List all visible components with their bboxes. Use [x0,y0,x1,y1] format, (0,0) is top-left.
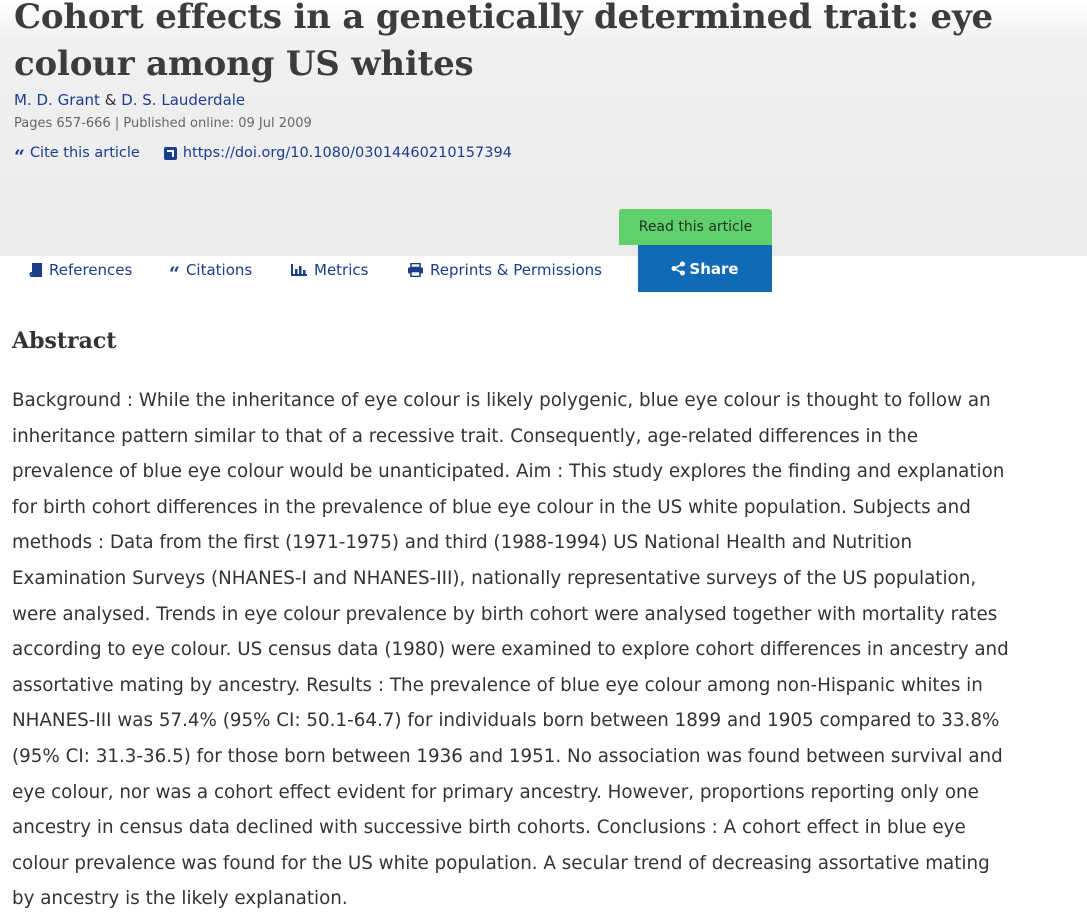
doi-link[interactable]: https://doi.org/10.1080/0301446021015739… [163,145,512,161]
article-title: Cohort effects in a genetically determin… [14,0,993,84]
tab-references[interactable]: References [29,256,132,284]
share-icon [671,261,686,276]
doi-link-label: https://doi.org/10.1080/0301446021015739… [182,145,512,161]
author-list: M. D. Grant & D. S. Lauderdale [14,91,245,109]
book-icon [29,263,43,277]
tab-citations[interactable]: “ Citations [169,256,252,284]
cite-article-link[interactable]: “ Cite this article [14,145,140,168]
author-link[interactable]: D. S. Lauderdale [121,91,246,109]
tab-metrics-label: Metrics [314,261,369,279]
quote-icon: “ [14,146,25,168]
author-link[interactable]: M. D. Grant [14,91,100,109]
tab-reprints-permissions[interactable]: Reprints & Permissions [407,256,602,284]
read-article-button[interactable]: Read this article [619,209,772,245]
printer-icon [407,263,424,277]
author-separator: & [104,91,117,109]
share-button-label: Share [689,259,739,278]
tab-citations-label: Citations [185,261,253,279]
tab-references-label: References [49,261,133,279]
article-tabs: References “ Citations Metrics Reprints … [0,245,1087,296]
abstract-heading: Abstract [12,328,117,354]
tab-reprints-permissions-label: Reprints & Permissions [430,261,602,279]
tab-metrics[interactable]: Metrics [290,256,368,284]
abstract-text: Background : While the inheritance of ey… [12,390,1009,910]
quote-icon: “ [169,263,180,285]
share-button[interactable]: Share [638,245,772,292]
cite-article-label: Cite this article [29,145,140,161]
article-meta: Pages 657-666 | Published online: 09 Jul… [14,116,312,131]
article-header [0,0,1087,256]
external-link-icon [163,146,177,160]
bar-chart-icon [290,263,308,277]
article-links: “ Cite this article https://doi.org/10.1… [14,145,512,168]
